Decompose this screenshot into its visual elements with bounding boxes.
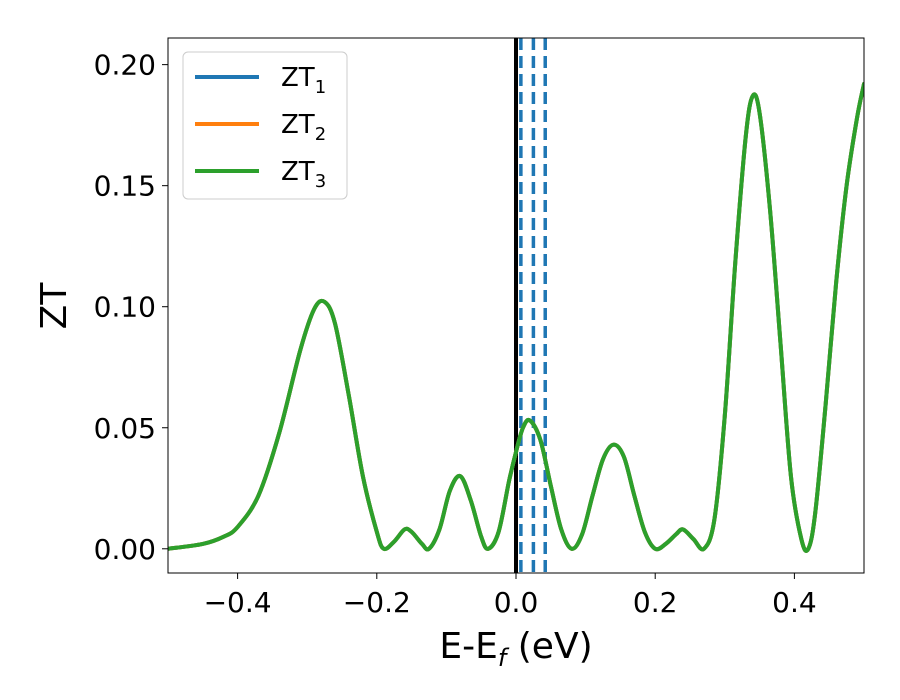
y-tick-label: 0.10 [94, 291, 156, 324]
legend-label-zt-1: ZT1 [281, 63, 326, 98]
x-tick-label: 0.0 [494, 586, 539, 619]
legend: ZT1 ZT2 ZT3 [182, 51, 348, 200]
y-tick-label: 0.20 [94, 49, 156, 82]
y-tick-label: 0.15 [94, 170, 156, 203]
x-axis-ticks: −0.4 −0.2 0.0 0.2 0.4 [204, 573, 817, 619]
series-line-zt-3 [168, 82, 864, 553]
y-axis-title: ZT [34, 282, 75, 330]
y-axis-ticks: 0.00 0.05 0.10 0.15 0.20 [94, 49, 168, 566]
legend-box [182, 51, 348, 200]
series-layer [168, 82, 864, 553]
legend-label-zt-2: ZT2 [281, 110, 326, 145]
x-tick-label: −0.2 [343, 586, 411, 619]
x-tick-label: −0.4 [204, 586, 272, 619]
x-axis-title-main: E-E [439, 626, 497, 667]
y-tick-label: 0.05 [94, 412, 156, 445]
x-tick-label: 0.2 [633, 586, 678, 619]
x-axis-title-unit: (eV) [506, 626, 592, 667]
reference-lines [514, 38, 547, 573]
y-tick-label: 0.00 [94, 533, 156, 566]
x-axis-title: E-Ef (eV) [439, 626, 592, 672]
x-tick-label: 0.4 [772, 586, 817, 619]
legend-label-zt-3: ZT3 [281, 157, 326, 192]
